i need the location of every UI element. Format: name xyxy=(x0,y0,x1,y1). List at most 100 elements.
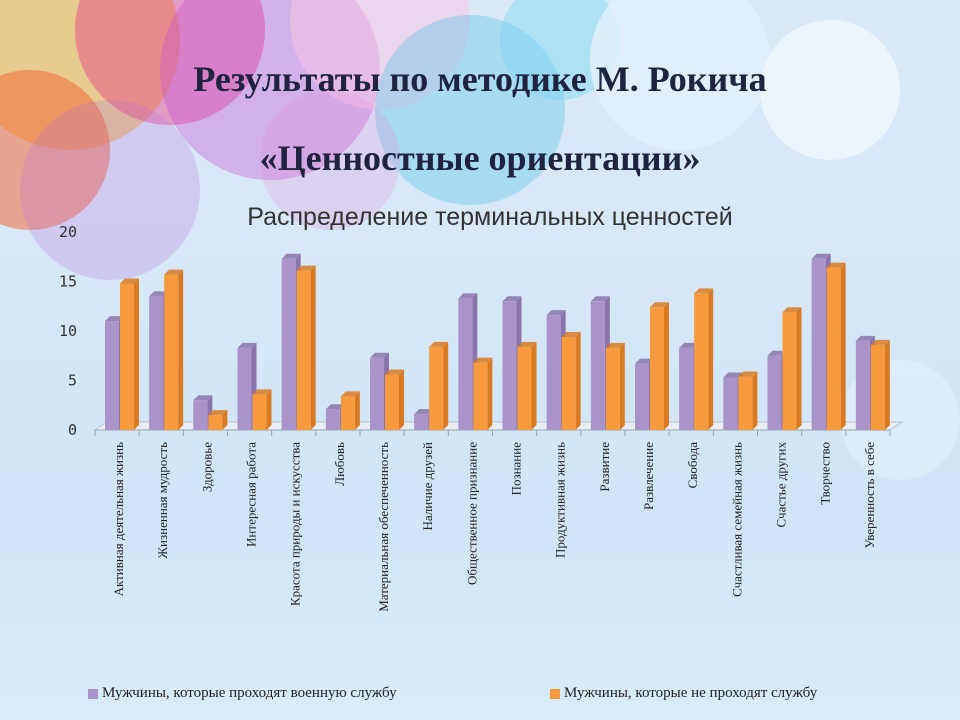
bar-top-series-2 xyxy=(385,369,404,375)
bar-top-series-1 xyxy=(855,335,875,341)
bar-top-series-1 xyxy=(635,358,654,364)
bar-top-series-1 xyxy=(193,395,213,401)
bar-top-series-1 xyxy=(723,372,743,378)
bar-series-1 xyxy=(149,296,164,430)
bar-series-1 xyxy=(237,347,252,430)
bar-series-2 xyxy=(650,307,664,430)
bar-top-series-1 xyxy=(458,293,478,299)
bar-series-1 xyxy=(811,258,826,430)
x-category-label: Познание xyxy=(509,442,524,496)
bar-side-series-2 xyxy=(399,369,404,430)
bar-top-series-1 xyxy=(590,296,610,302)
legend-swatch-series-2 xyxy=(550,688,560,699)
bar-top-series-1 xyxy=(105,316,124,322)
legend-label-series-2: Мужчины, которые не проходят службу xyxy=(564,685,818,701)
bar-top-series-2 xyxy=(208,410,228,416)
bar-top-series-2 xyxy=(870,339,890,345)
bar-top-series-2 xyxy=(650,302,669,308)
x-category-label: Интересная работа xyxy=(244,442,259,547)
bar-top-series-1 xyxy=(767,350,787,356)
bar-side-series-2 xyxy=(575,331,581,430)
x-category-label: Счастливая семейная жизнь xyxy=(729,442,744,597)
bar-side-series-2 xyxy=(708,288,714,430)
bar-series-2 xyxy=(164,274,179,430)
bar-series-1 xyxy=(546,315,561,430)
bar-top-series-1 xyxy=(502,296,522,302)
bar-series-1 xyxy=(590,301,605,430)
bar-series-2 xyxy=(517,346,532,430)
x-category-label: Красота природы и искусства xyxy=(288,442,303,606)
bar-side-series-2 xyxy=(310,265,316,430)
bar-side-series-2 xyxy=(619,342,625,430)
bar-series-2 xyxy=(296,270,311,430)
bar-side-series-2 xyxy=(531,341,537,430)
bar-side-series-2 xyxy=(840,262,846,430)
bar-series-1 xyxy=(855,340,870,430)
x-category-label: Счастье других xyxy=(774,442,789,528)
bar-top-series-2 xyxy=(738,371,758,377)
bar-top-series-2 xyxy=(561,331,581,337)
bar-top-series-2 xyxy=(694,288,714,294)
legend-label-series-1: Мужчины, которые проходят военную службу xyxy=(102,685,397,701)
slide-title: Результаты по методике М. Рокича xyxy=(193,59,767,99)
bar-side-series-2 xyxy=(178,269,184,430)
bar-top-series-2 xyxy=(517,341,537,347)
bar-top-series-2 xyxy=(782,307,802,313)
bar-side-series-2 xyxy=(222,410,228,430)
x-category-label: Общественное признание xyxy=(464,442,479,585)
bar-top-series-2 xyxy=(252,389,272,395)
bar-side-series-2 xyxy=(134,278,139,430)
x-category-label: Материальная обеспеченность xyxy=(376,442,391,612)
bar-series-2 xyxy=(208,415,223,430)
x-category-label: Здоровье xyxy=(199,442,214,492)
bar-top-series-2 xyxy=(826,262,846,268)
bar-series-1 xyxy=(679,347,694,430)
bar-side-series-2 xyxy=(487,357,493,430)
bar-side-series-2 xyxy=(354,391,360,430)
x-category-label: Продуктивная жизнь xyxy=(553,442,568,558)
legend-swatch-series-1 xyxy=(88,688,98,699)
bar-top-series-2 xyxy=(296,265,316,271)
bar-top-series-2 xyxy=(340,391,360,397)
x-category-label: Любовь xyxy=(332,442,347,486)
bar-top-series-2 xyxy=(473,357,493,363)
bar-series-2 xyxy=(826,267,841,430)
bar-series-2 xyxy=(694,293,709,430)
x-category-label: Жизненная мудрость xyxy=(155,442,170,559)
bar-series-2 xyxy=(738,376,753,430)
bar-series-1 xyxy=(105,321,119,430)
y-tick-label: 0 xyxy=(68,421,77,439)
bar-top-series-2 xyxy=(429,341,449,347)
bar-series-1 xyxy=(193,400,208,430)
chart-title: Распределение терминальных ценностей xyxy=(247,203,733,231)
y-tick-label: 5 xyxy=(68,372,77,390)
bar-series-2 xyxy=(385,374,399,430)
y-tick-label: 20 xyxy=(59,223,77,241)
bar-series-1 xyxy=(414,414,429,430)
bar-series-2 xyxy=(120,283,134,430)
bar-series-2 xyxy=(561,336,576,430)
x-category-label: Развлечение xyxy=(641,442,656,510)
x-category-label: Уверенность в себе xyxy=(862,442,877,549)
bar-series-1 xyxy=(370,357,384,430)
bar-series-2 xyxy=(473,362,488,430)
bar-side-series-2 xyxy=(796,307,802,430)
bar-top-series-1 xyxy=(370,352,389,358)
bar-side-series-2 xyxy=(266,389,272,430)
bar-series-2 xyxy=(605,347,620,430)
bar-series-1 xyxy=(458,298,473,430)
bar-top-series-1 xyxy=(811,253,831,259)
bar-side-series-2 xyxy=(443,341,449,430)
bar-series-2 xyxy=(252,394,267,430)
bar-series-1 xyxy=(723,377,738,430)
y-tick-label: 15 xyxy=(59,273,77,291)
bar-top-series-1 xyxy=(149,291,169,297)
bar-series-2 xyxy=(340,396,355,430)
x-category-label: Свобода xyxy=(685,442,700,489)
bar-top-series-1 xyxy=(679,342,699,348)
bar-top-series-1 xyxy=(281,253,301,259)
bar-top-series-1 xyxy=(325,404,345,410)
x-category-label: Творчество xyxy=(818,442,833,505)
